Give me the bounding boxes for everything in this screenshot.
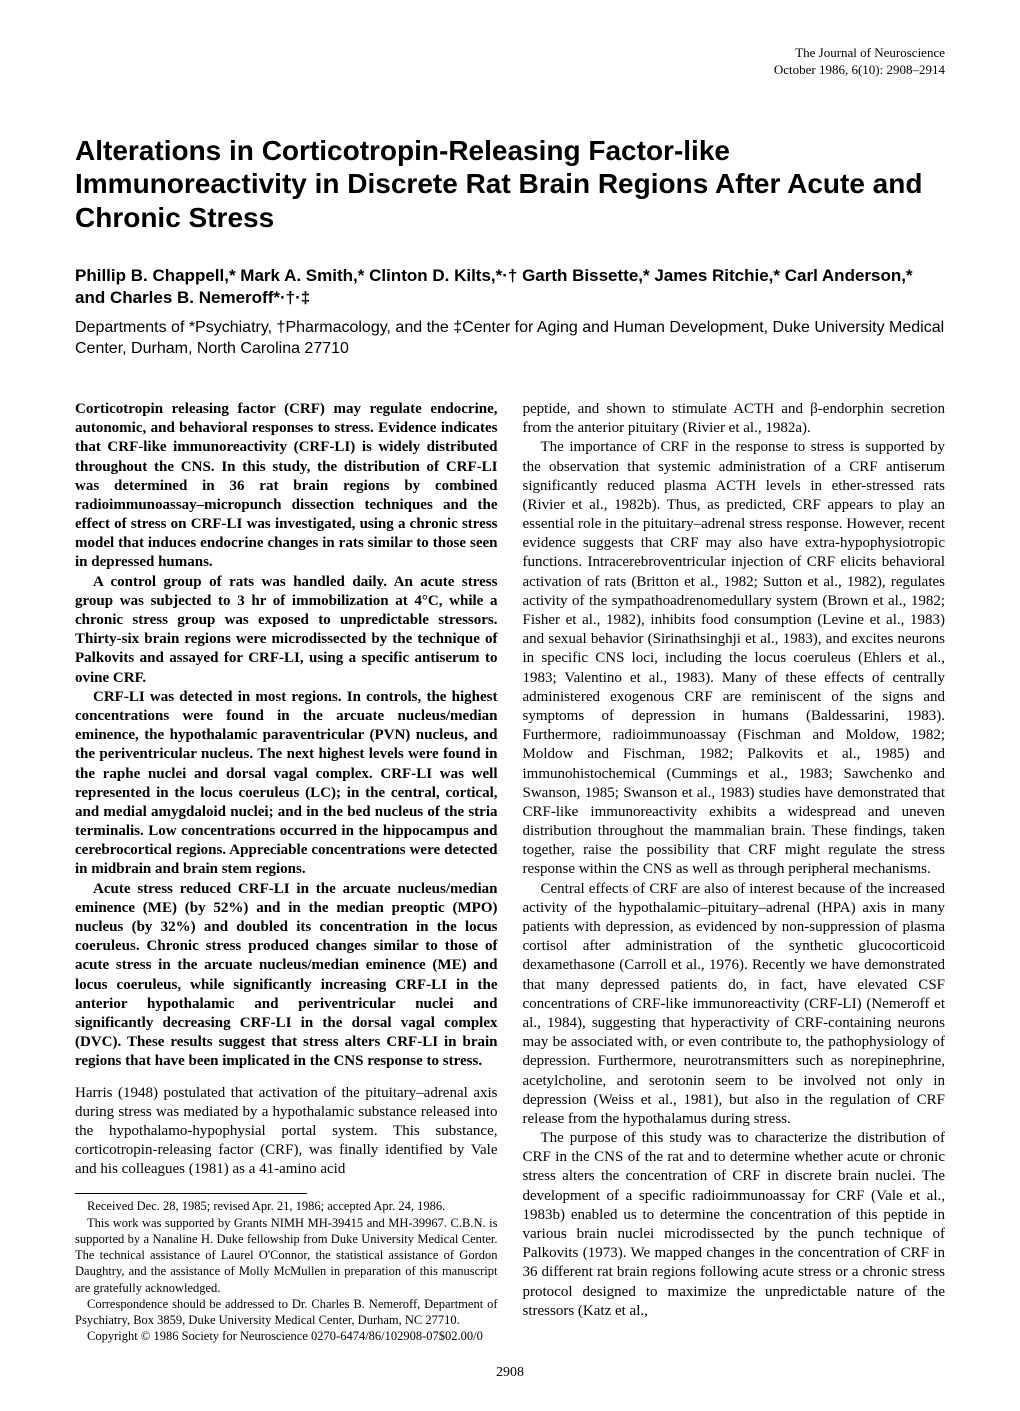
abstract-p2: A control group of rats was handled dail… <box>75 573 498 688</box>
journal-issue: October 1986, 6(10): 2908–2914 <box>75 62 945 79</box>
abstract-p4: Acute stress reduced CRF-LI in the arcua… <box>75 880 498 1072</box>
article-title: Alterations in Corticotropin-Releasing F… <box>75 134 945 235</box>
affiliations: Departments of *Psychiatry, †Pharmacolog… <box>75 317 945 360</box>
footer-divider <box>75 1193 307 1194</box>
page-number: 2908 <box>75 1365 945 1381</box>
footer: Received Dec. 28, 1985; revised Apr. 21,… <box>75 1193 498 1344</box>
abstract: Corticotropin releasing factor (CRF) may… <box>75 400 498 1072</box>
abstract-p1: Corticotropin releasing factor (CRF) may… <box>75 400 498 573</box>
authors: Phillip B. Chappell,* Mark A. Smith,* Cl… <box>75 265 945 309</box>
journal-name: The Journal of Neuroscience <box>75 45 945 62</box>
body-columns: Corticotropin releasing factor (CRF) may… <box>75 400 945 1345</box>
intro: Harris (1948) postulated that activation… <box>75 1084 498 1180</box>
copyright-line: Copyright © 1986 Society for Neuroscienc… <box>75 1328 498 1344</box>
correspondence-line: Correspondence should be addressed to Dr… <box>75 1296 498 1329</box>
support-line: This work was supported by Grants NIMH M… <box>75 1215 498 1296</box>
received-line: Received Dec. 28, 1985; revised Apr. 21,… <box>75 1198 498 1214</box>
rightcol-p3: The purpose of this study was to charact… <box>523 1129 946 1321</box>
rightcol-p2: Central effects of CRF are also of inter… <box>523 880 946 1129</box>
right-column: peptide, and shown to stimulate ACTH and… <box>523 400 946 1321</box>
rightcol-p1: The importance of CRF in the response to… <box>523 438 946 879</box>
rightcol-p0: peptide, and shown to stimulate ACTH and… <box>523 400 946 438</box>
intro-p1: Harris (1948) postulated that activation… <box>75 1084 498 1180</box>
abstract-p3: CRF-LI was detected in most regions. In … <box>75 688 498 880</box>
journal-header: The Journal of Neuroscience October 1986… <box>75 45 945 79</box>
